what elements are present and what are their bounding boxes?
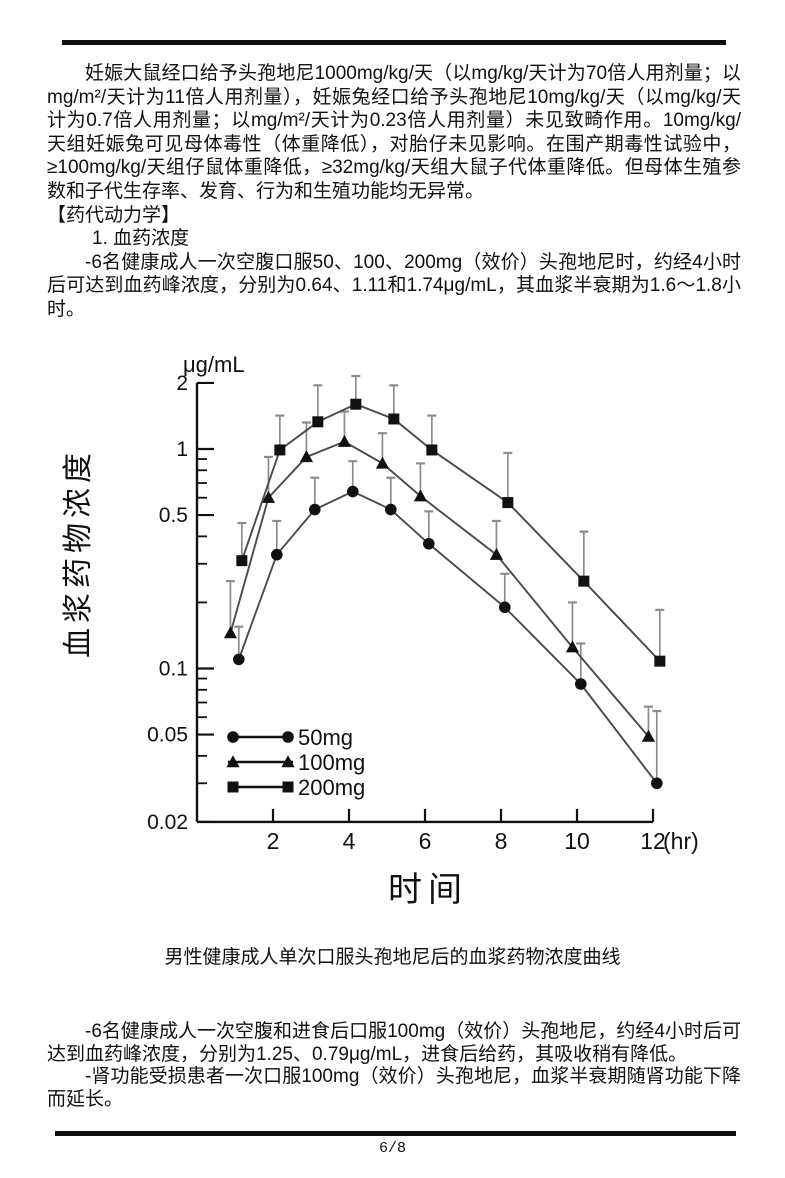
legend-label-50mg: 50mg (298, 725, 353, 750)
series-100mg-markers (223, 434, 656, 742)
y-unit-label: μg/mL (183, 352, 245, 377)
svg-text:0.5: 0.5 (159, 504, 188, 527)
svg-text:1: 1 (176, 438, 188, 461)
paragraph-food-effect: -6名健康成人一次空腹和进食后口服100mg（效价）头孢地尼，约经4小时后可达到… (47, 1021, 741, 1065)
section-heading-pharmacokinetics: 【药代动力学】 (47, 204, 181, 226)
upper-text-block: 妊娠大鼠经口给予头孢地尼1000mg/kg/天（以mg/kg/天计为70倍人用剂… (47, 62, 741, 322)
series-50mg-markers (233, 485, 663, 790)
series-100mg-line (229, 440, 650, 738)
top-rule (62, 40, 726, 45)
svg-text:2: 2 (176, 372, 188, 395)
bottom-rule (55, 1131, 736, 1136)
lower-text-block: -6名健康成人一次空腹和进食后口服100mg（效价）头孢地尼，约经4小时后可达到… (47, 1021, 741, 1111)
page-number: 6/8 (378, 1140, 406, 1157)
y-axis-ticks: 2 1 0.5 0.1 0.05 0.02 (147, 372, 214, 834)
axes (195, 382, 653, 824)
x-unit-label: (hr) (663, 828, 699, 854)
series-200mg-markers (236, 398, 666, 667)
figure-caption: 男性健康成人单次口服头孢地尼后的血浆药物浓度曲线 (164, 947, 621, 968)
svg-text:0.02: 0.02 (147, 811, 188, 834)
x-axis-ticks: 2 4 6 8 10 12(hr) (267, 808, 699, 854)
paragraph-renal-impairment: -肾功能受损患者一次口服100mg（效价）头孢地尼，血浆半衰期随肾功能下降而延长… (47, 1066, 741, 1110)
svg-text:0.05: 0.05 (147, 724, 188, 747)
legend-item-50mg: 50mg (227, 725, 353, 750)
svg-text:6: 6 (419, 828, 432, 854)
legend-item-200mg: 200mg (227, 775, 365, 800)
legend-label-200mg: 200mg (298, 775, 365, 800)
series-100mg-errorbars (225, 410, 653, 737)
svg-text:4: 4 (343, 828, 356, 854)
svg-text:10: 10 (564, 828, 590, 854)
x-axis-title: 时间 (388, 871, 468, 909)
series-200mg-line (240, 403, 661, 662)
legend-label-100mg: 100mg (298, 750, 365, 775)
paragraph-reproduction-toxicity: 妊娠大鼠经口给予头孢地尼1000mg/kg/天（以mg/kg/天计为70倍人用剂… (47, 63, 741, 202)
svg-text:2: 2 (267, 828, 280, 854)
svg-text:8: 8 (495, 828, 508, 854)
series-200mg (236, 374, 666, 667)
paragraph-single-dose-pk: -6名健康成人一次空腹口服50、100、200mg（效价）头孢地尼时，约经4小时… (47, 251, 741, 320)
legend-item-100mg: 100mg (226, 750, 365, 775)
series-100mg (223, 410, 656, 742)
series-200mg-errorbars (237, 374, 665, 662)
svg-text:0.1: 0.1 (159, 658, 188, 681)
list-item-blood-concentration: 1. 血药浓度 (92, 228, 190, 250)
series-50mg (233, 460, 663, 790)
svg-text:12: 12 (640, 828, 666, 854)
y-axis-title: 血浆药物浓度 (62, 448, 95, 658)
pk-concentration-time-chart: 2 1 0.5 0.1 0.05 0.02 2 4 6 8 10 12(hr) μg/mL 血浆药物浓度时… (62, 352, 699, 909)
